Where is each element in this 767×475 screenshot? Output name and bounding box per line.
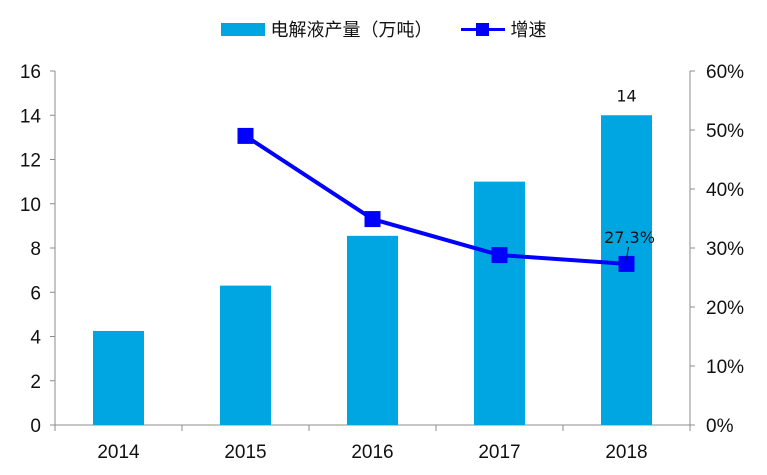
left-tick-label: 14 xyxy=(20,106,42,127)
right-tick-label: 50% xyxy=(706,121,744,142)
right-tick-label: 30% xyxy=(706,239,744,260)
production-bar xyxy=(220,285,271,425)
line-data-label: 27.3% xyxy=(604,228,655,247)
x-tick-label: 2018 xyxy=(605,442,647,463)
left-tick-label: 16 xyxy=(20,62,41,83)
growth-marker-icon xyxy=(364,211,381,228)
label-leader-line xyxy=(626,246,629,260)
chart-legend: 电解液产量（万吨） 增速 xyxy=(0,16,767,42)
left-tick-label: 8 xyxy=(30,239,41,260)
legend-label-growth: 增速 xyxy=(510,20,547,41)
production-bar xyxy=(474,181,525,425)
right-tick-label: 40% xyxy=(706,180,744,201)
production-bar xyxy=(347,235,398,425)
right-tick-label: 10% xyxy=(706,357,744,378)
left-tick-label: 12 xyxy=(20,151,41,172)
bar-data-label: 14 xyxy=(616,86,636,105)
left-tick-label: 4 xyxy=(30,328,41,349)
growth-marker-icon xyxy=(618,255,635,272)
right-tick-label: 0% xyxy=(706,416,734,437)
legend-label-production: 电解液产量（万吨） xyxy=(270,20,433,41)
right-tick-label: 20% xyxy=(706,298,744,319)
growth-line xyxy=(244,134,627,266)
left-tick-label: 0 xyxy=(30,416,41,437)
x-tick-label: 2015 xyxy=(224,442,266,463)
legend-item-production: 电解液产量（万吨） xyxy=(220,16,433,42)
growth-marker-icon xyxy=(237,127,254,144)
x-tick-label: 2017 xyxy=(478,442,520,463)
left-tick-label: 6 xyxy=(30,283,41,304)
line-marker-swatch-icon xyxy=(460,22,505,36)
bar-swatch-icon xyxy=(220,22,265,36)
growth-marker-icon xyxy=(491,247,508,264)
x-tick-label: 2014 xyxy=(97,442,140,463)
left-tick-label: 10 xyxy=(20,195,41,216)
left-tick-label: 2 xyxy=(30,372,41,393)
right-tick-label: 60% xyxy=(706,62,744,83)
production-bar xyxy=(93,330,144,425)
x-tick-label: 2016 xyxy=(351,442,393,463)
legend-item-growth: 增速 xyxy=(460,16,547,42)
